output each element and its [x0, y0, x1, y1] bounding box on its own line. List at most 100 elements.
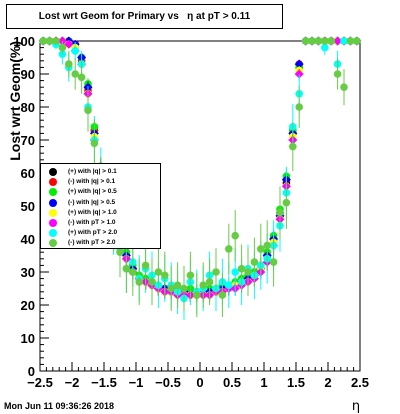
legend-label: (-) with |q| > 0.5 — [68, 198, 116, 206]
x-axis-label: η — [352, 399, 360, 414]
legend-label: (-) with pT > 2.0 — [68, 239, 116, 247]
x-tick-label: 2 — [324, 375, 331, 390]
y-tick-label: 30 — [21, 265, 35, 280]
data-point — [333, 36, 343, 46]
data-point — [154, 268, 163, 276]
data-point — [65, 60, 73, 68]
data-point — [218, 291, 227, 299]
data-point — [225, 245, 233, 253]
data-point — [237, 264, 246, 273]
legend-item: (+) with pT > 2.0 — [41, 228, 160, 238]
data-point — [212, 268, 220, 276]
x-tick-label: 2.5 — [351, 375, 369, 390]
y-axis-label: Lost wrt Geom(%) — [7, 41, 23, 161]
legend-marker — [49, 188, 57, 197]
data-point — [45, 37, 54, 45]
legend-item: (+) with |q| > 1.0 — [41, 208, 160, 218]
data-point — [71, 70, 79, 78]
data-point — [321, 37, 329, 45]
legend: (+) with |q| > 0.1 (-) with |q| > 0.1 (+) … — [40, 163, 161, 249]
data-point — [308, 37, 316, 45]
data-point — [231, 231, 239, 240]
data-point — [90, 139, 99, 148]
data-point — [58, 43, 67, 52]
data-point — [314, 37, 323, 45]
data-point — [346, 37, 355, 45]
series-7 — [39, 37, 361, 318]
data-point — [294, 59, 304, 69]
y-tick-label: 40 — [21, 232, 35, 247]
x-tick-label: 0.5 — [223, 375, 241, 390]
data-point — [161, 271, 169, 280]
x-tick-label: −2 — [65, 375, 80, 390]
x-tick-label: 0 — [196, 375, 203, 390]
y-tick-label: 0 — [28, 364, 35, 379]
data-point — [122, 264, 131, 273]
data-point — [135, 278, 143, 286]
legend-label: (+) with |q| > 1.0 — [68, 208, 117, 216]
data-point — [116, 248, 124, 256]
data-point — [353, 37, 361, 45]
data-point — [84, 106, 92, 115]
data-point — [52, 37, 60, 45]
data-point — [77, 73, 86, 82]
legend-label: (+) with |q| > 0.1 — [68, 168, 117, 175]
data-point — [167, 284, 175, 293]
legend-item: (+) with |q| > 0.5 — [41, 187, 160, 197]
data-point — [193, 291, 201, 299]
data-point — [199, 281, 207, 290]
y-tick-label: 70 — [21, 133, 35, 148]
data-point — [186, 271, 195, 280]
data-point — [301, 37, 310, 45]
data-point — [39, 37, 47, 45]
data-point — [294, 69, 304, 79]
legend-item: (-) with |q| > 0.5 — [41, 198, 160, 208]
legend-label: (-) with |q| > 0.1 — [68, 178, 116, 186]
legend-label: (-) with pT > 1.0 — [68, 219, 116, 226]
data-point — [64, 39, 74, 49]
chart-title-box: Lost wrt Geom for Primary vs η at pT > 0… — [6, 4, 283, 29]
data-point — [295, 103, 304, 111]
x-tick-label: 1 — [260, 375, 267, 390]
y-tick-label: 90 — [21, 67, 35, 82]
legend-item: (-) with pT > 1.0 — [41, 218, 160, 228]
legend-marker — [49, 168, 57, 176]
legend-item: (+) with |q| > 0.1 — [41, 167, 160, 177]
data-point — [269, 258, 278, 266]
axis-labels: −2.5 −2 −1.5 −1 −0.5 0 0.5 1 1.5 2 2.5 0 10 20 30 40 50 6… — [7, 34, 369, 414]
data-point — [225, 281, 233, 290]
y-tick-label: 20 — [21, 298, 35, 313]
x-tick-label: −0.5 — [155, 375, 181, 390]
x-tick-label: −1.5 — [91, 375, 117, 390]
legend-label: (+) with pT > 2.0 — [68, 229, 118, 237]
data-point — [340, 83, 348, 91]
y-tick-label: 60 — [21, 166, 35, 181]
y-tick-label: 80 — [21, 100, 35, 115]
legend-marker — [49, 198, 57, 207]
data-point — [129, 268, 137, 276]
data-point — [321, 43, 329, 52]
x-tick-label: −2.5 — [27, 375, 53, 390]
data-point — [180, 284, 188, 293]
data-point — [231, 268, 239, 276]
y-tick-label: 100 — [13, 34, 35, 49]
chart-title: Lost wrt Geom for Primary vs η at pT > 0… — [38, 11, 251, 22]
legend-marker — [49, 239, 57, 248]
data-point — [205, 278, 214, 286]
y-tick-label: 10 — [21, 331, 35, 346]
data-point — [282, 198, 291, 207]
datestamp: Mon Jun 11 09:36:26 2018 — [4, 401, 115, 411]
data-point — [250, 258, 259, 266]
y-tick-label: 50 — [21, 199, 35, 214]
data-point — [340, 37, 348, 45]
legend-item: (-) with |q| > 0.1 — [41, 177, 160, 187]
data-point — [327, 37, 336, 45]
legend-marker — [49, 229, 57, 238]
data-point — [257, 245, 265, 253]
legend-label: (+) with |q| > 0.5 — [68, 188, 117, 196]
data-point — [333, 70, 342, 78]
x-tick-label: −1 — [129, 375, 144, 390]
data-point — [173, 281, 182, 290]
data-point — [289, 142, 297, 151]
data-point — [71, 47, 79, 55]
